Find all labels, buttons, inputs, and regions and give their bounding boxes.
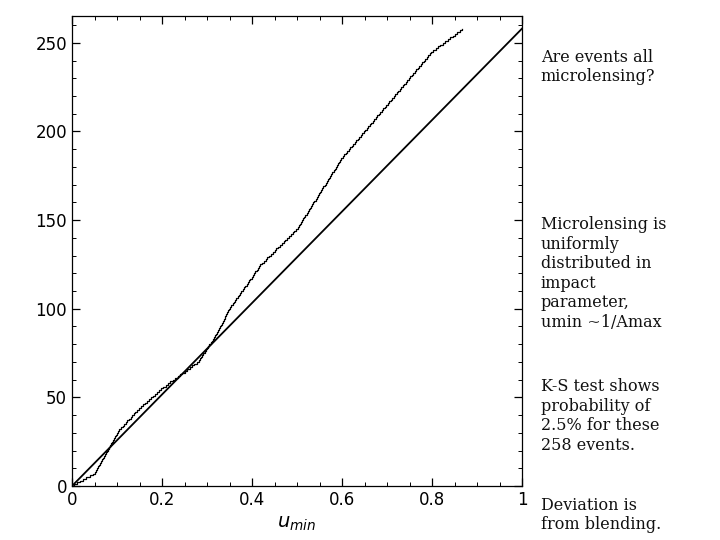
Text: K-S test shows
probability of
2.5% for these
258 events.: K-S test shows probability of 2.5% for t… [541,378,660,454]
X-axis label: $u_{min}$: $u_{min}$ [277,515,317,534]
Text: Microlensing is
uniformly
distributed in
impact
parameter,
umin ~1/Amax: Microlensing is uniformly distributed in… [541,216,666,331]
Text: Are events all
microlensing?: Are events all microlensing? [541,49,655,85]
Text: Deviation is
from blending.: Deviation is from blending. [541,497,661,534]
